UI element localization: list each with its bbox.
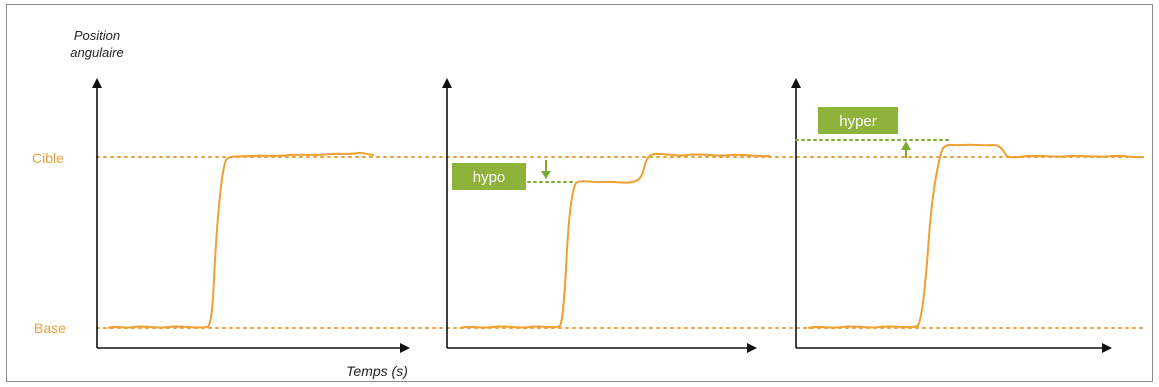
hypo-badge-label: hypo <box>473 169 506 186</box>
panel-2-axes <box>442 78 757 353</box>
base-level-label: Base <box>34 320 66 336</box>
panel-1-axes <box>92 78 410 353</box>
hypo-arrow <box>541 160 551 179</box>
y-axis-title-line2: angulaire <box>70 45 124 60</box>
hyper-arrow <box>901 141 911 158</box>
panel-1-trace <box>107 151 375 329</box>
hyper-badge-label: hyper <box>839 113 877 130</box>
panel-3-trace <box>807 143 1145 329</box>
hyper-badge <box>818 107 898 134</box>
x-axis-title: Temps (s) <box>346 363 408 379</box>
frame-border <box>6 4 1153 382</box>
panel-2-trace <box>459 152 771 329</box>
y-axis-title-line1: Position <box>74 28 120 43</box>
target-level-label: Cible <box>32 150 64 166</box>
panel-3-axes <box>791 78 1112 353</box>
hypo-badge <box>452 163 526 190</box>
